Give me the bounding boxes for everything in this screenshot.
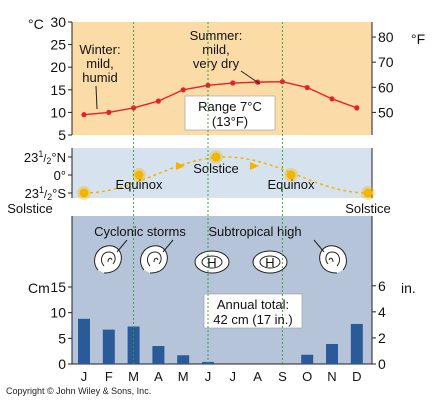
cyclone-icon <box>140 239 174 274</box>
precip-tick-label-cm: 0 <box>58 356 66 372</box>
solstice-label-jun: Solstice <box>193 161 239 176</box>
precip-bar <box>350 323 363 364</box>
temp-tick-label-c: 25 <box>50 37 66 53</box>
copyright-text: Copyright © John Wiley & Sons, Inc. <box>6 386 152 396</box>
month-label: J <box>205 369 212 384</box>
precip-tick-label-in: 6 <box>378 278 386 294</box>
temp-tick-label-c: 15 <box>50 82 66 98</box>
precip-tick-label-in: 2 <box>378 330 386 346</box>
temp-tick-label-c: 10 <box>50 104 66 120</box>
solstice-label-dec: Solstice <box>7 201 53 216</box>
month-label: J <box>81 369 88 384</box>
temp-point <box>279 79 285 85</box>
winter-pointer <box>95 85 98 110</box>
summer-label: Summer: <box>190 28 243 43</box>
sun-path-panel <box>72 148 372 198</box>
temp-tick-label-f: 50 <box>378 104 394 120</box>
temp-point <box>354 105 360 111</box>
precip-bar <box>177 355 190 364</box>
sun-marker <box>363 188 373 198</box>
month-label: S <box>278 369 287 384</box>
winter-label: humid <box>82 70 117 85</box>
month-label: A <box>154 369 163 384</box>
month-label: N <box>327 369 336 384</box>
winter-label: mild, <box>86 56 113 71</box>
summer-label: mild, <box>202 42 229 57</box>
sun-tick-label: 231/2°S <box>25 185 67 202</box>
precip-bar <box>326 343 338 364</box>
temp-point <box>329 96 335 102</box>
temp-tick-label-f: 70 <box>378 54 394 70</box>
high-pressure-letter: H <box>207 255 216 270</box>
annual-total-label: Annual total: <box>217 297 289 312</box>
high-pressure-icon <box>252 250 288 274</box>
temp-point <box>81 112 87 118</box>
range-box <box>184 95 276 131</box>
precip-unit-cm: Cm <box>28 280 50 296</box>
temp-unit-c: °C <box>28 16 44 32</box>
high-pressure-inner <box>201 255 223 269</box>
month-label: F <box>105 369 113 384</box>
temp-tick-label-c: 5 <box>58 127 66 143</box>
precip-bar <box>301 354 314 364</box>
month-label: M <box>178 369 189 384</box>
cyclone-icon <box>94 239 128 274</box>
precip-tick-label-cm: 5 <box>58 330 66 346</box>
range-label: (13°F) <box>212 114 248 129</box>
precip-bar <box>78 318 90 364</box>
precip-tick-label-cm: 10 <box>50 305 66 321</box>
sun-tick-label: 0° <box>54 168 66 183</box>
temp-tick-label-c: 20 <box>50 59 66 75</box>
summer-label: very dry <box>193 56 240 71</box>
month-label: M <box>128 369 139 384</box>
sun-path-arrow <box>250 162 259 170</box>
precip-tick-label-in: 4 <box>378 304 386 320</box>
high-pressure-icon <box>194 250 230 274</box>
sun-marker <box>134 170 144 180</box>
month-label: A <box>253 369 262 384</box>
temp-point <box>205 82 211 88</box>
temp-tick-label-f: 60 <box>378 79 394 95</box>
temp-tick-label-c: 30 <box>50 14 66 30</box>
annual-total-value: 42 cm (17 in.) <box>213 312 292 327</box>
sun-marker <box>211 152 221 162</box>
winter-label: Winter: <box>79 42 120 57</box>
summer-pointer <box>240 70 261 85</box>
precip-bar <box>152 346 165 364</box>
cyclonic-storms-label: Cyclonic storms <box>94 224 186 239</box>
temp-point <box>304 84 310 91</box>
month-label: O <box>302 369 312 384</box>
high-pressure-inner <box>259 255 281 269</box>
temp-tick-label-f: 80 <box>378 29 394 45</box>
month-label: J <box>230 369 237 384</box>
equinox-label-mar: Equinox <box>116 177 163 192</box>
temp-point <box>230 80 236 86</box>
precip-unit-in: in. <box>401 280 416 296</box>
sun-path-curve <box>84 156 368 194</box>
precip-bar <box>127 326 140 364</box>
high-pressure-letter: H <box>265 255 274 270</box>
month-label: D <box>352 369 361 384</box>
sun-marker <box>79 188 89 198</box>
precip-tick-label-in: 0 <box>378 356 386 372</box>
sun-tick-label: 231/2°N <box>24 149 66 166</box>
temp-line <box>83 80 358 116</box>
sun-marker <box>286 170 296 180</box>
sun-path-arrow <box>176 162 185 170</box>
equinox-label-sep: Equinox <box>268 177 315 192</box>
precip-bar <box>102 329 115 364</box>
temp-unit-f: °F <box>411 31 425 47</box>
precip-tick-label-cm: 15 <box>50 279 66 295</box>
solstice-label-dec-end: Solstice <box>345 201 391 216</box>
subtropical-high-label: Subtropical high <box>208 224 301 239</box>
temp-point <box>180 87 186 93</box>
cyclone-icon <box>313 239 347 274</box>
temp-point <box>155 98 161 104</box>
temp-point <box>106 109 112 115</box>
range-label: Range 7°C <box>198 99 262 114</box>
annual-total-box <box>203 293 303 329</box>
precipitation-panel <box>72 216 372 364</box>
